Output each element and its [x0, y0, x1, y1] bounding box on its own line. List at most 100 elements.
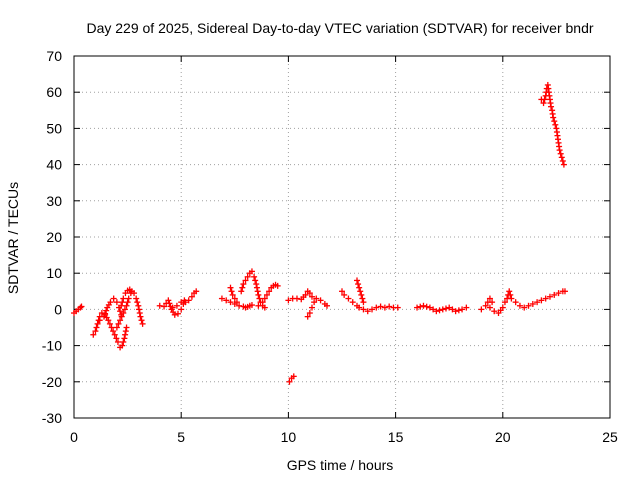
data-point	[139, 320, 146, 327]
x-tick-label: 10	[281, 429, 297, 445]
data-point	[252, 277, 259, 284]
data-point	[317, 297, 324, 304]
data-point	[561, 288, 568, 295]
data-point	[551, 118, 558, 125]
data-point	[161, 303, 168, 310]
data-point	[90, 331, 97, 338]
x-tick-labels: 0 5 10 15 20 25	[70, 429, 618, 445]
data-point	[560, 161, 567, 168]
y-tick-labels: -30 -20 -10 0 10 20 30 40 50 60 70	[42, 48, 62, 426]
y-tick-label: 60	[46, 84, 62, 100]
data-point	[556, 147, 563, 154]
data-point	[193, 288, 200, 295]
data-point	[229, 291, 236, 298]
data-point	[236, 302, 243, 309]
data-point	[345, 295, 352, 302]
data-point	[286, 378, 293, 385]
data-point	[113, 335, 120, 342]
data-point	[253, 284, 260, 291]
data-point	[506, 288, 513, 295]
data-point	[137, 313, 144, 320]
data-point	[558, 154, 565, 161]
x-tick-label: 0	[70, 429, 78, 445]
data-point	[538, 297, 545, 304]
y-tick-label: -10	[42, 338, 62, 354]
data-point	[121, 306, 128, 313]
data-point	[173, 302, 180, 309]
data-point	[508, 295, 515, 302]
data-point	[115, 320, 122, 327]
data-point	[171, 311, 178, 318]
y-axis-label: SDTVAR / TECUs	[5, 182, 21, 294]
data-point	[420, 302, 427, 309]
x-tick-label: 20	[495, 429, 511, 445]
data-point	[478, 306, 485, 313]
data-point	[360, 299, 367, 306]
y-tick-label: 50	[46, 120, 62, 136]
data-point	[557, 150, 564, 157]
data-point	[218, 295, 225, 302]
data-point	[102, 310, 109, 317]
data-point	[541, 96, 548, 103]
data-point	[94, 320, 101, 327]
data-point	[446, 304, 453, 311]
data-point	[491, 308, 498, 315]
data-point	[369, 306, 376, 313]
data-point	[120, 295, 127, 302]
data-point	[356, 284, 363, 291]
data-point	[394, 304, 401, 311]
data-point	[354, 277, 361, 284]
data-point	[78, 303, 85, 310]
data-point	[105, 317, 112, 324]
x-tick-label: 25	[602, 429, 618, 445]
data-point	[169, 304, 176, 311]
data-point	[136, 306, 143, 313]
data-point	[349, 299, 356, 306]
data-point	[108, 324, 115, 331]
data-point	[426, 304, 433, 311]
data-point	[499, 304, 506, 311]
data-point	[261, 295, 268, 302]
data-point	[227, 299, 234, 306]
data-point	[106, 320, 113, 327]
data-point	[248, 268, 255, 275]
data-point	[550, 114, 557, 121]
gridlines	[74, 56, 610, 418]
data-point	[430, 306, 437, 313]
data-point	[442, 305, 449, 312]
x-axis-label: GPS time / hours	[287, 457, 394, 473]
data-point	[360, 306, 367, 313]
data-point	[118, 302, 125, 309]
data-point	[254, 288, 261, 295]
data-point	[359, 295, 366, 302]
data-point	[135, 302, 142, 309]
data-point	[308, 293, 315, 300]
data-point	[228, 288, 235, 295]
data-point	[123, 302, 130, 309]
data-point	[439, 306, 446, 313]
data-point	[521, 304, 528, 311]
data-point	[120, 310, 127, 317]
data-point	[119, 299, 126, 306]
data-point	[507, 291, 514, 298]
data-point	[308, 304, 315, 311]
data-point	[274, 282, 281, 289]
y-tick-label: 30	[46, 193, 62, 209]
data-point	[512, 299, 519, 306]
data-point	[136, 310, 143, 317]
data-point	[306, 290, 313, 297]
data-point	[253, 281, 260, 288]
data-point	[119, 342, 126, 349]
data-point	[233, 299, 240, 306]
data-point	[555, 290, 562, 297]
data-point	[516, 302, 523, 309]
data-point	[463, 304, 470, 311]
data-point	[449, 306, 456, 313]
data-point	[559, 157, 566, 164]
data-point	[414, 304, 421, 311]
data-point	[381, 304, 388, 311]
data-point	[113, 324, 120, 331]
data-point	[551, 291, 558, 298]
data-point	[356, 304, 363, 311]
